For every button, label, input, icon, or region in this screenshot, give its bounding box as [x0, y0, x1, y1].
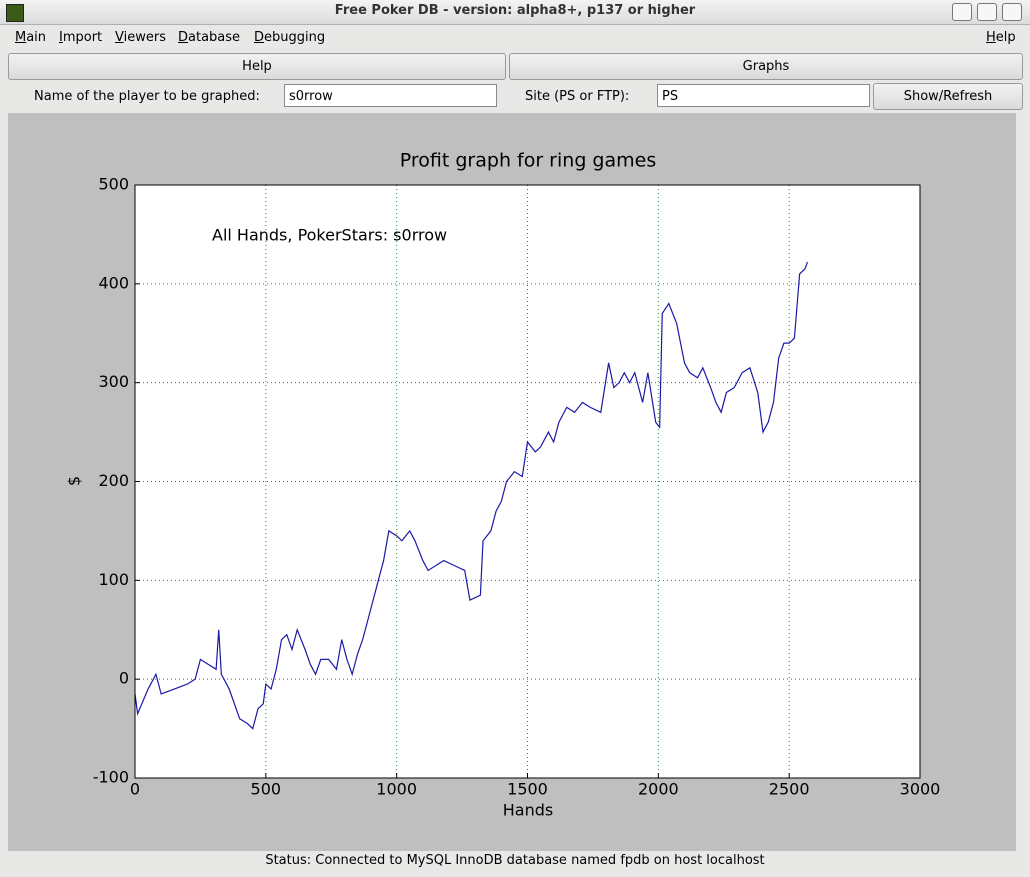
y-tick-label: 200 [98, 471, 129, 490]
title-bar: Free Poker DB - version: alpha8+, p137 o… [0, 0, 1030, 25]
x-tick-label: 500 [251, 780, 282, 799]
y-tick-label: 500 [98, 175, 129, 194]
tab[interactable]: Help [8, 53, 506, 80]
tab[interactable]: Graphs [509, 53, 1023, 80]
menu-item[interactable]: Viewers [115, 30, 166, 45]
x-tick-label: 2500 [769, 780, 810, 799]
x-tick-label: 2000 [638, 780, 679, 799]
menu-item[interactable]: Main [15, 30, 47, 45]
y-tick-label: -100 [93, 768, 129, 787]
field-label: Name of the player to be graphed: [34, 89, 260, 104]
chart-title: Profit graph for ring games [400, 150, 656, 172]
y-axis-label: $ [65, 476, 84, 486]
annotation: All Hands, PokerStars: s0rrow [212, 226, 447, 245]
y-tick-label: 100 [98, 570, 129, 589]
data-line [134, 261, 809, 730]
field-label: Site (PS or FTP): [525, 89, 630, 104]
x-tick-label: 0 [130, 780, 140, 799]
menu-item[interactable]: Debugging [254, 30, 326, 45]
x-axis-label: Hands [503, 801, 553, 820]
minimize-button[interactable] [952, 3, 972, 21]
status-bar: Status: Connected to MySQL InnoDB databa… [265, 853, 765, 868]
x-tick-label: 1000 [376, 780, 417, 799]
maximize-button[interactable] [977, 3, 997, 21]
menu-item[interactable]: Import [59, 30, 103, 45]
x-tick-label: 1500 [507, 780, 548, 799]
text-input[interactable]: PS [657, 84, 870, 107]
y-tick-label: 300 [98, 372, 129, 391]
close-button[interactable] [1002, 3, 1022, 21]
menu-item[interactable]: Help [986, 30, 1016, 45]
app-icon [6, 4, 24, 22]
menu-item[interactable]: Database [178, 30, 241, 45]
text-input[interactable]: s0rrow [284, 84, 497, 107]
y-tick-label: 0 [119, 669, 129, 688]
button[interactable]: Show/Refresh [873, 83, 1023, 110]
x-tick-label: 3000 [900, 780, 941, 799]
plot-panel: Profit graph for ring games All Hands, P… [8, 113, 1016, 851]
chart: Profit graph for ring games All Hands, P… [65, 150, 941, 820]
y-tick-label: 400 [98, 273, 129, 292]
plot-frame [134, 184, 921, 779]
window-title: Free Poker DB - version: alpha8+, p137 o… [334, 3, 696, 18]
